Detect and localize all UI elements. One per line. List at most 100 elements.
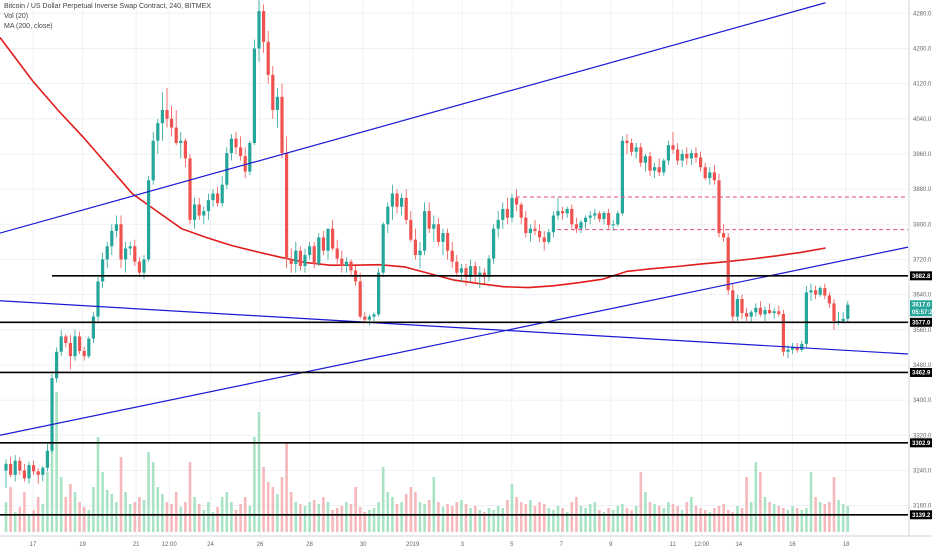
horizontal-level-layer[interactable] bbox=[0, 196, 908, 516]
candle bbox=[216, 186, 220, 207]
volume-bar bbox=[524, 504, 528, 532]
volume-bar bbox=[257, 412, 261, 532]
volume-bar bbox=[78, 502, 81, 532]
candle bbox=[538, 224, 542, 242]
volume-bar bbox=[800, 510, 804, 532]
candle bbox=[68, 335, 72, 370]
candle-body bbox=[547, 232, 551, 242]
volume-bar bbox=[239, 504, 242, 532]
volume-bar bbox=[616, 506, 620, 532]
volume-bar bbox=[96, 437, 100, 532]
candle-body bbox=[160, 110, 164, 124]
candle-body bbox=[27, 465, 31, 479]
time-tick-label: 9 bbox=[609, 542, 613, 548]
volume-bar bbox=[248, 506, 252, 532]
candle-body bbox=[786, 349, 790, 352]
candle-body bbox=[501, 208, 505, 220]
volume-bar bbox=[708, 512, 712, 532]
volume-bar bbox=[395, 504, 399, 532]
candle-body bbox=[814, 290, 818, 295]
candle-body bbox=[455, 261, 459, 273]
candle bbox=[22, 463, 26, 482]
moving-average-label[interactable]: MA (200, close) bbox=[4, 23, 53, 30]
time-tick-label: 26 bbox=[257, 542, 264, 548]
candle bbox=[648, 151, 652, 176]
symbol-title[interactable]: Bitcoin / US Dollar Perpetual Inverse Sw… bbox=[4, 3, 211, 10]
price-badge-label: 3617.0 bbox=[912, 303, 931, 309]
volume-indicator-label[interactable]: Vol (20) bbox=[4, 13, 29, 20]
candle bbox=[55, 347, 59, 383]
candle-body bbox=[754, 307, 758, 313]
trendline[interactable] bbox=[0, 300, 909, 355]
candle-body bbox=[561, 211, 565, 214]
candle bbox=[252, 39, 256, 146]
volume-bar bbox=[754, 462, 758, 532]
candle-body bbox=[630, 142, 634, 152]
volume-bar bbox=[602, 512, 606, 532]
volume-bar bbox=[225, 492, 229, 532]
candle-body bbox=[308, 246, 312, 256]
candle bbox=[381, 222, 385, 278]
candle bbox=[340, 250, 344, 273]
time-tick-label: 16 bbox=[789, 542, 796, 548]
price-badge-box bbox=[910, 271, 932, 281]
candle-body bbox=[469, 266, 473, 278]
volume-bar bbox=[588, 504, 592, 532]
price-axis[interactable]: 4280.0 4200.0 4120.0 4040.0 3960.0 3880.0 3800… bbox=[913, 11, 932, 509]
candle bbox=[174, 110, 178, 146]
candle bbox=[441, 228, 445, 256]
candle bbox=[409, 211, 413, 242]
candle-body bbox=[197, 204, 201, 216]
time-axis[interactable]: 17 19 21 12:00 24 26 28 30 2019 3 5 7 9 11 12:00 14 16 18 bbox=[30, 542, 850, 548]
candle bbox=[418, 241, 422, 269]
trendline-layer[interactable] bbox=[0, 2, 909, 436]
candle bbox=[570, 204, 574, 229]
candle-body bbox=[712, 172, 716, 181]
candle-body bbox=[317, 237, 321, 264]
volume-bar bbox=[809, 472, 813, 532]
candle-body bbox=[390, 193, 394, 207]
trendline[interactable] bbox=[0, 2, 826, 234]
volume-bar bbox=[487, 508, 491, 532]
candle-body bbox=[763, 310, 767, 315]
candle-body bbox=[395, 193, 399, 207]
volume-bar bbox=[726, 510, 730, 532]
candle-body bbox=[653, 167, 657, 171]
candle bbox=[749, 310, 753, 324]
candle bbox=[579, 219, 583, 234]
candle-body bbox=[55, 351, 59, 379]
volume-bar bbox=[648, 502, 652, 532]
volume-bar bbox=[271, 487, 275, 532]
candle-body bbox=[119, 224, 123, 260]
candle-body bbox=[450, 250, 454, 262]
candle bbox=[395, 189, 399, 214]
candle bbox=[363, 312, 367, 324]
candle-body bbox=[768, 310, 772, 314]
candle-body bbox=[257, 11, 261, 49]
price-label-layer: 3682.8 3617.005:57:28 3577.0 3462.9 3302.9 31… bbox=[910, 271, 932, 520]
volume-bar bbox=[685, 502, 689, 532]
trendline[interactable] bbox=[0, 246, 909, 436]
volume-bar bbox=[529, 500, 532, 532]
volume-bar bbox=[234, 510, 238, 532]
volume-bar bbox=[483, 512, 486, 532]
candle bbox=[694, 147, 698, 163]
candle bbox=[446, 228, 450, 260]
price-tick-label: 3160.0 bbox=[913, 504, 932, 510]
price-tick-label: 3400.0 bbox=[913, 398, 932, 404]
candle bbox=[804, 285, 808, 348]
price-badge-box bbox=[910, 438, 932, 448]
volume-bar bbox=[460, 500, 463, 532]
candle bbox=[547, 228, 551, 245]
candle bbox=[321, 230, 325, 256]
price-badge-label: 3302.9 bbox=[912, 441, 931, 447]
candle bbox=[565, 206, 569, 218]
candle bbox=[96, 277, 100, 321]
candle bbox=[561, 206, 565, 220]
candle-body bbox=[156, 123, 160, 141]
volume-bar bbox=[832, 477, 836, 532]
candle bbox=[308, 241, 312, 260]
candle bbox=[133, 239, 137, 267]
candle-body bbox=[275, 96, 279, 110]
